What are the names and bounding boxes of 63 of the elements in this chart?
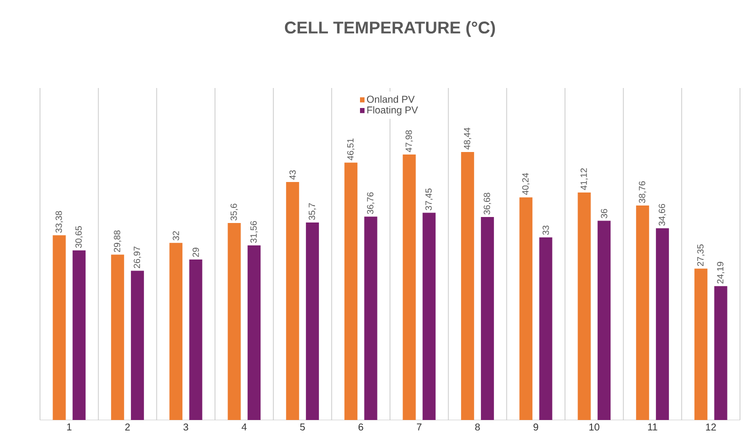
x-tick-label: 5	[300, 424, 305, 430]
bar	[480, 217, 494, 420]
bar	[130, 270, 144, 420]
bar	[286, 182, 300, 420]
data-label: 36	[600, 209, 608, 218]
bar	[714, 286, 728, 420]
bar	[519, 197, 532, 420]
data-label: 26,97	[134, 246, 142, 268]
bar	[539, 237, 552, 420]
x-tick-label: 1	[67, 424, 72, 430]
data-label: 47,98	[406, 130, 413, 152]
bar	[402, 154, 416, 420]
data-label: 37,45	[425, 188, 433, 210]
x-tick-label: 6	[358, 424, 364, 431]
bar	[189, 260, 202, 420]
data-label: 40,24	[522, 172, 530, 195]
data-label: 48,44	[464, 128, 472, 150]
data-label: 30,65	[75, 226, 83, 248]
bar	[694, 268, 708, 420]
bar	[52, 235, 66, 420]
data-label: 34,66	[658, 204, 666, 226]
data-label: 43	[289, 170, 296, 180]
bar	[578, 192, 591, 420]
bar	[636, 206, 650, 420]
bar	[111, 254, 124, 420]
bar	[364, 216, 378, 420]
data-label: 29	[192, 248, 199, 257]
bar	[656, 228, 669, 420]
data-label: 36,76	[367, 192, 374, 214]
bar	[598, 220, 611, 420]
data-label: 29,88	[114, 230, 122, 252]
x-tick-label: 8	[475, 424, 480, 431]
data-label: 27,35	[697, 244, 705, 266]
bar	[72, 250, 86, 420]
data-label: 36,68	[484, 192, 492, 214]
x-tick-label: 10	[589, 424, 600, 431]
bar	[422, 212, 436, 420]
data-label: 35,7	[308, 203, 316, 220]
data-label: 33	[542, 226, 549, 235]
bar	[306, 222, 319, 420]
legend-label: Onland PV	[366, 95, 415, 103]
x-tick-label: 4	[242, 424, 247, 430]
bar	[344, 162, 358, 420]
bar	[169, 242, 182, 420]
data-label: 24,19	[717, 262, 724, 284]
data-label: 33,38	[56, 211, 63, 233]
x-tick-label: 3	[183, 424, 188, 431]
bar	[228, 223, 241, 420]
data-label: 31,56	[250, 221, 258, 243]
data-label: 41,12	[580, 168, 588, 190]
bar	[461, 152, 474, 420]
x-tick-label: 12	[706, 424, 716, 430]
x-tick-label: 11	[648, 424, 658, 430]
data-label: 38,76	[638, 181, 646, 203]
data-label: 46,51	[347, 138, 355, 160]
data-label: 32	[172, 231, 180, 240]
x-tick-label: 7	[416, 424, 422, 430]
chart-title: CELL TEMPERATURE (°C)	[284, 21, 495, 37]
x-tick-label: 9	[534, 424, 538, 431]
x-tick-label: 2	[125, 424, 130, 430]
bar	[248, 245, 261, 420]
legend-label: Floating PV	[367, 106, 418, 116]
data-label: 35,6	[230, 204, 238, 220]
